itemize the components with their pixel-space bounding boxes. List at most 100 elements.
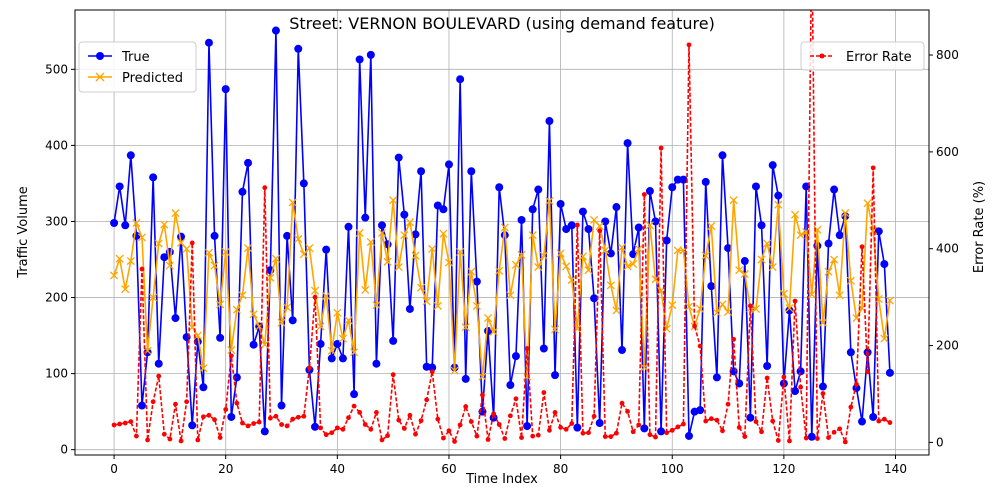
point-error-rate bbox=[318, 425, 323, 431]
point-error-rate bbox=[865, 369, 871, 375]
point-true bbox=[528, 205, 537, 214]
point-true bbox=[322, 245, 331, 254]
point-true bbox=[405, 304, 414, 313]
point-true bbox=[277, 401, 286, 410]
legend-left-box bbox=[78, 41, 197, 93]
point-predicted bbox=[221, 247, 230, 256]
point-predicted bbox=[841, 209, 850, 218]
legend-error-marker bbox=[819, 53, 825, 59]
x-tick-label: 120 bbox=[772, 462, 795, 476]
point-true bbox=[623, 139, 632, 148]
point-true bbox=[137, 401, 146, 410]
point-true bbox=[757, 221, 766, 230]
point-predicted bbox=[165, 261, 174, 270]
point-predicted bbox=[735, 266, 744, 275]
point-true bbox=[377, 221, 386, 230]
point-error-rate bbox=[664, 430, 670, 436]
point-error-rate bbox=[574, 222, 580, 228]
point-true bbox=[311, 422, 320, 431]
point-predicted bbox=[266, 273, 275, 282]
point-error-rate bbox=[295, 414, 301, 420]
point-predicted bbox=[500, 223, 509, 232]
point-error-rate bbox=[496, 422, 502, 427]
point-true bbox=[327, 354, 336, 363]
legend-right: Error Rate bbox=[800, 41, 925, 71]
point-error-rate bbox=[362, 422, 368, 427]
point-predicted bbox=[439, 229, 448, 238]
point-true bbox=[283, 231, 292, 240]
point-predicted bbox=[338, 334, 347, 343]
point-error-rate bbox=[641, 192, 647, 197]
point-predicted bbox=[830, 255, 839, 264]
point-true bbox=[740, 257, 749, 266]
y-tick-label-left: 0 bbox=[60, 443, 68, 457]
point-error-rate bbox=[513, 396, 519, 402]
point-error-rate bbox=[139, 266, 145, 272]
point-error-rate bbox=[714, 417, 720, 423]
point-true bbox=[584, 225, 593, 234]
point-error-rate bbox=[625, 409, 630, 414]
point-true bbox=[824, 239, 833, 248]
point-predicted bbox=[668, 301, 677, 310]
point-true bbox=[523, 422, 532, 431]
point-error-rate bbox=[133, 433, 139, 439]
point-predicted bbox=[115, 254, 124, 263]
point-true bbox=[590, 294, 599, 303]
point-predicted bbox=[355, 228, 364, 237]
x-tick-label: 80 bbox=[553, 462, 568, 476]
point-error-rate bbox=[267, 415, 273, 421]
point-true bbox=[567, 221, 576, 230]
y-tick-label-right: 400 bbox=[936, 242, 959, 256]
point-true bbox=[774, 191, 783, 200]
point-error-rate bbox=[223, 407, 229, 412]
point-predicted bbox=[132, 218, 141, 228]
point-predicted bbox=[227, 345, 236, 355]
point-true bbox=[456, 75, 465, 84]
point-true bbox=[712, 373, 721, 382]
point-error-rate bbox=[535, 432, 541, 438]
point-predicted bbox=[824, 267, 833, 276]
series-line-true bbox=[113, 29, 891, 438]
point-predicted bbox=[768, 263, 777, 272]
point-error-rate bbox=[480, 392, 485, 398]
point-true bbox=[411, 230, 420, 239]
point-error-rate bbox=[692, 323, 697, 329]
point-error-rate bbox=[831, 429, 837, 435]
point-predicted bbox=[472, 301, 481, 310]
point-true bbox=[244, 158, 253, 167]
point-predicted bbox=[696, 304, 705, 314]
point-predicted bbox=[545, 196, 554, 205]
point-predicted bbox=[372, 301, 381, 310]
point-predicted bbox=[405, 218, 414, 227]
ticks: 0 20 40 60 80 100 120 140 0 100 200 300 400 500 0 200 40… bbox=[45, 48, 959, 476]
point-error-rate bbox=[228, 353, 234, 359]
point-error-rate bbox=[346, 415, 351, 421]
point-error-rate bbox=[273, 413, 279, 419]
point-true bbox=[154, 359, 163, 368]
point-error-rate bbox=[764, 375, 770, 381]
point-predicted bbox=[517, 250, 526, 259]
point-error-rate bbox=[602, 434, 608, 439]
point-true bbox=[495, 183, 504, 192]
point-predicted bbox=[433, 301, 442, 310]
point-error-rate bbox=[803, 435, 809, 441]
point-error-rate bbox=[658, 145, 664, 151]
point-error-rate bbox=[759, 429, 764, 435]
y-tick-label-right: 0 bbox=[936, 435, 944, 449]
point-error-rate bbox=[312, 294, 318, 300]
point-true bbox=[662, 236, 671, 245]
point-true bbox=[204, 38, 213, 47]
point-error-rate bbox=[563, 426, 569, 432]
point-error-rate bbox=[848, 404, 854, 410]
point-predicted bbox=[818, 318, 828, 327]
point-predicted bbox=[846, 276, 855, 285]
legend-true-label: True bbox=[121, 50, 150, 65]
point-error-rate bbox=[156, 373, 162, 379]
point-true bbox=[763, 362, 772, 370]
point-error-rate bbox=[323, 432, 329, 438]
point-predicted bbox=[802, 228, 811, 237]
point-error-rate bbox=[189, 240, 195, 246]
point-predicted bbox=[316, 322, 325, 331]
point-error-rate bbox=[742, 434, 748, 439]
point-predicted bbox=[288, 198, 297, 207]
